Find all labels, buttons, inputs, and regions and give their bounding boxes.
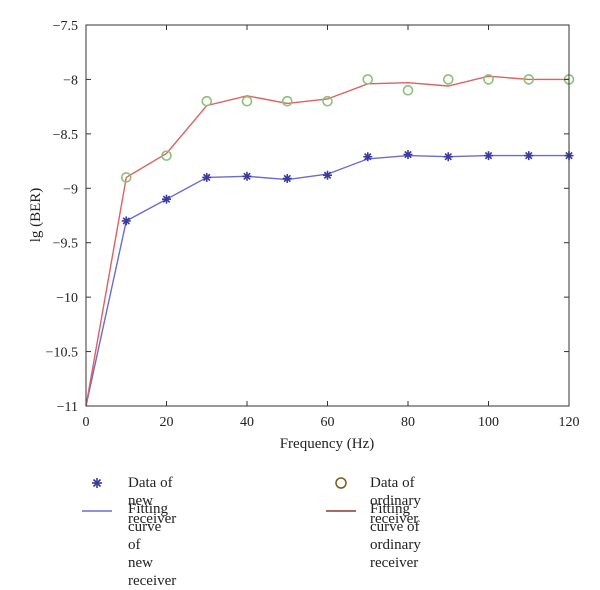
- legend-label-ordinary-data: Data of ordinary receiver: [370, 475, 421, 527]
- x-tick-label: 20: [160, 415, 174, 430]
- data-point-circle: [322, 95, 333, 107]
- x-tick-label: 60: [321, 415, 335, 430]
- data-point-asterisk: [403, 150, 413, 160]
- y-tick-label: −10.5: [46, 346, 78, 361]
- y-tick-label: −9.5: [53, 237, 78, 252]
- data-point-circle: [483, 74, 494, 85]
- legend-circle: [335, 477, 347, 489]
- data-point-asterisk: [323, 170, 332, 180]
- y-tick-label: −8.5: [53, 128, 78, 143]
- series-line: [85, 154, 569, 407]
- data-point-asterisk: [443, 152, 453, 162]
- asterisk-marker-icon: [92, 478, 102, 488]
- legend-label-ordinary-fit: Fitting curve of ordinary receiver: [370, 501, 421, 571]
- x-tick-label: 0: [83, 415, 90, 430]
- legend-asterisk: [92, 478, 102, 488]
- data-point-asterisk: [242, 171, 252, 181]
- data-point-circle: [523, 74, 535, 85]
- axes-frame: [85, 24, 570, 407]
- data-point-circle: [281, 95, 293, 107]
- line-marker-icon: [326, 510, 356, 512]
- y-tick-label: −10: [56, 291, 78, 306]
- x-tick-label: 80: [401, 415, 415, 430]
- x-axis-label: Frequency (Hz): [280, 436, 375, 452]
- series-line: [85, 75, 569, 407]
- x-tick-label: 100: [478, 415, 499, 430]
- y-tick-label: −8: [63, 73, 78, 88]
- x-tick-label: 120: [559, 415, 580, 430]
- y-tick-label: −11: [57, 400, 78, 415]
- chart-legend: Data of new receiver Data of ordinary re…: [0, 468, 600, 589]
- axis-ticks: 0 20 40 60 80 100 120 −11 −10.5 −10 −9.5 −9 −8.5 −8 −7…: [46, 19, 580, 430]
- data-point-circle: [241, 95, 253, 107]
- data-point-circle: [120, 172, 132, 183]
- data-point-asterisk: [363, 152, 373, 162]
- data-point-asterisk: [282, 173, 292, 183]
- circle-marker-icon: [335, 477, 347, 489]
- data-point-circle: [201, 95, 213, 107]
- y-tick-label: −9: [63, 182, 78, 197]
- legend-label-new-data: Data of new receiver: [128, 475, 177, 527]
- y-axis-label: lg (BER): [28, 188, 44, 243]
- data-point-circle: [402, 85, 414, 96]
- legend-label-new-fit: Fitting curve of new receiver: [128, 501, 177, 589]
- data-point-asterisk: [121, 216, 131, 226]
- data-point-asterisk: [162, 194, 171, 204]
- x-tick-label: 40: [240, 415, 254, 430]
- data-point-circle: [442, 74, 454, 85]
- chart-plot: 0 20 40 60 80 100 120 −11 −10.5 −10 −9.5 −9 −8.5 −8 −7…: [28, 19, 580, 452]
- data-point-circle: [362, 74, 374, 85]
- y-tick-label: −7.5: [53, 19, 78, 34]
- data-point-asterisk: [524, 151, 534, 161]
- line-marker-icon: [82, 510, 112, 512]
- data-point-asterisk: [484, 151, 493, 161]
- plot-content: [85, 74, 575, 407]
- data-point-asterisk: [202, 172, 212, 182]
- data-point-circle: [161, 150, 172, 161]
